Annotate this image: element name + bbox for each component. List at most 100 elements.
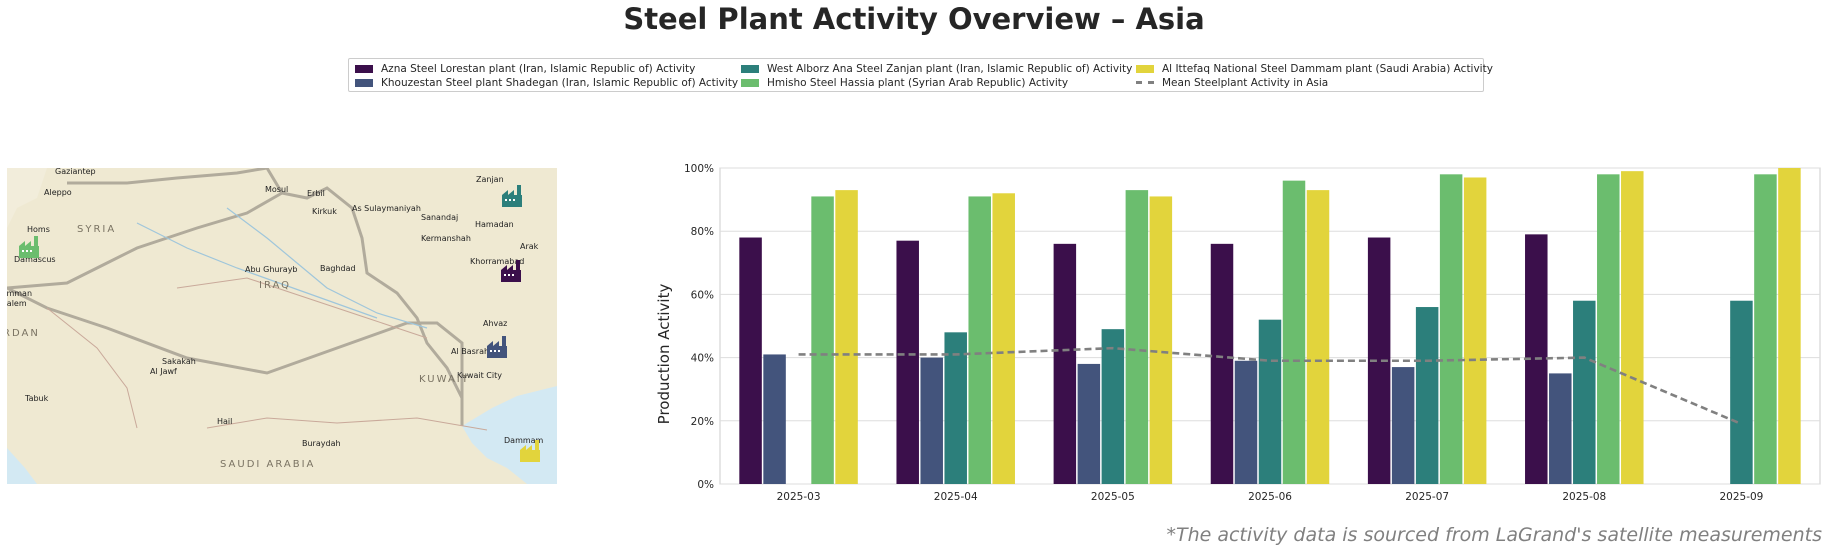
- legend-label-khouzestan: Khouzestan Steel plant Shadegan (Iran, I…: [381, 76, 739, 89]
- legend-item-hmisho: Hmisho Steel Hassia plant (Syrian Arab R…: [741, 75, 1068, 90]
- factory-icon: [502, 185, 522, 207]
- bar-khouzestan: [920, 357, 943, 484]
- legend-label-west-alborz: West Alborz Ana Steel Zanjan plant (Iran…: [767, 62, 1133, 75]
- border-syria-turkey: [67, 168, 268, 185]
- map-label-mosul: Mosul: [265, 185, 288, 194]
- x-tick-label: 2025-04: [934, 491, 978, 503]
- y-tick-label: 100%: [684, 163, 714, 175]
- y-tick-label: 20%: [691, 416, 714, 428]
- map-label-tabuk: Tabuk: [24, 394, 49, 403]
- river-tigris: [226, 207, 428, 329]
- map-label-al-basrah: Al Basrah: [451, 347, 489, 356]
- map-label-saudi-arabia: SAUDI ARABIA: [220, 459, 315, 470]
- bar-al: [1306, 190, 1330, 484]
- map-label-kermanshah: Kermanshah: [421, 234, 471, 243]
- factory-icon: [487, 336, 507, 358]
- x-tick-label: 2025-08: [1562, 491, 1606, 503]
- chart-canvas: 0% 20% 40% 60% 80% 100% 2025-03 2025-04 2025-05 2…: [684, 163, 1821, 503]
- legend-item-west-alborz: West Alborz Ana Steel Zanjan plant (Iran…: [741, 61, 1132, 76]
- bar-west: [1101, 329, 1125, 484]
- road-iraq: [176, 277, 428, 339]
- legend-item-azna: Azna Steel Lorestan plant (Iran, Islamic…: [355, 61, 695, 76]
- map-label-khorramabad: Khorramabad: [470, 257, 524, 266]
- x-tick-label: 2025-07: [1405, 491, 1449, 503]
- bar-hmisho: [1597, 174, 1620, 484]
- chart-title: Steel Plant Activity Overview – Asia: [623, 2, 1205, 36]
- y-tick-label: 80%: [691, 226, 714, 238]
- legend: Azna Steel Lorestan plant (Iran, Islamic…: [348, 58, 1493, 92]
- map-label-zanjan: Zanjan: [476, 175, 504, 184]
- map-label-arak: Arak: [520, 242, 539, 251]
- bar-khouzestan: [1391, 367, 1415, 484]
- map-label-al-jawf: Al Jawf: [150, 367, 177, 376]
- x-tick-label: 2025-09: [1719, 491, 1763, 503]
- map-label-sanandaj: Sanandaj: [421, 213, 458, 222]
- bar-khouzestan: [1077, 363, 1101, 484]
- y-tick-label: 40%: [691, 353, 714, 365]
- border-iran-iraq: [265, 168, 464, 426]
- river-euphrates: [136, 222, 378, 319]
- bar-al: [1149, 196, 1173, 484]
- bar-hmisho: [1754, 174, 1777, 484]
- bar-azna: [1053, 243, 1077, 484]
- map-label-baghdad: Baghdad: [320, 264, 356, 273]
- legend-swatch-hmisho: [741, 78, 759, 87]
- border-iraq-saudi: [7, 286, 464, 398]
- x-tick-label: 2025-05: [1091, 491, 1135, 503]
- map-label-syria: SYRIA: [77, 224, 116, 235]
- border-syria-iraq: [7, 191, 283, 290]
- bar-hmisho: [1439, 174, 1463, 484]
- map-label-damascus: Damascus: [14, 255, 56, 264]
- map-label-hamadan: Hamadan: [475, 220, 514, 229]
- map-canvas: Gaziantep Aleppo Mosul Erbil Kirkuk As S…: [7, 168, 557, 484]
- bar-khouzestan: [1234, 360, 1258, 484]
- legend-item-khouzestan: Khouzestan Steel plant Shadegan (Iran, I…: [355, 75, 738, 90]
- red-sea: [7, 448, 37, 484]
- legend-swatch-al-ittefaq: [1136, 64, 1154, 73]
- map-land-north: [7, 168, 47, 228]
- factory-icon: [19, 236, 39, 258]
- bar-west: [944, 332, 967, 484]
- y-tick-label: 60%: [691, 289, 714, 301]
- x-tick-label: 2025-03: [777, 491, 821, 503]
- bar-west: [1415, 307, 1439, 484]
- bar-al: [1778, 168, 1801, 484]
- legend-label-azna: Azna Steel Lorestan plant (Iran, Islamic…: [381, 62, 696, 75]
- bar-hmisho: [1282, 180, 1306, 484]
- map-label-kuwait: KUWAIT: [419, 374, 470, 385]
- bar-hmisho: [1125, 190, 1149, 484]
- legend-swatch-west-alborz: [741, 64, 759, 73]
- map-label-homs: Homs: [27, 225, 50, 234]
- legend-swatch-khouzestan: [355, 78, 373, 87]
- mean-activity-line: [798, 346, 1742, 426]
- bar-west: [1258, 319, 1282, 484]
- bar-azna: [1210, 243, 1234, 484]
- map-label-jerusalem: Jerusalem: [7, 299, 27, 308]
- road-saudi: [206, 417, 488, 431]
- bar-al: [992, 193, 1015, 484]
- y-tick-label: 0%: [697, 479, 714, 491]
- bar-west: [1730, 300, 1753, 484]
- map-label-iraq: IRAQ: [259, 280, 291, 291]
- legend-swatch-azna: [355, 64, 373, 73]
- bar-al: [835, 190, 858, 484]
- factory-icon: [501, 260, 521, 282]
- legend-label-mean: Mean Steelplant Activity in Asia: [1162, 76, 1329, 89]
- legend-dash-mean: [1136, 81, 1154, 84]
- map-label-ahvaz: Ahvaz: [483, 319, 507, 328]
- x-tick-label: 2025-06: [1248, 491, 1292, 503]
- legend-item-al-ittefaq: Al Ittefaq National Steel Dammam plant (…: [1136, 61, 1493, 76]
- legend-label-hmisho: Hmisho Steel Hassia plant (Syrian Arab R…: [767, 76, 1069, 89]
- source-note: *The activity data is sourced from LaGra…: [1166, 524, 1822, 546]
- map-label-kirkuk: Kirkuk: [312, 207, 337, 216]
- map-label-erbil: Erbil: [307, 189, 325, 198]
- map-label-sulaymaniyah: As Sulaymaniyah: [352, 204, 421, 213]
- map-label-sakakah: Sakakah: [162, 357, 196, 366]
- map-label-kuwait-city: Kuwait City: [457, 371, 502, 380]
- bar-azna: [896, 240, 919, 484]
- bar-azna: [739, 237, 762, 484]
- region-map: Gaziantep Aleppo Mosul Erbil Kirkuk As S…: [7, 168, 557, 484]
- bar-azna: [1367, 237, 1391, 484]
- bar-al: [1621, 171, 1644, 484]
- bar-hmisho: [968, 196, 991, 484]
